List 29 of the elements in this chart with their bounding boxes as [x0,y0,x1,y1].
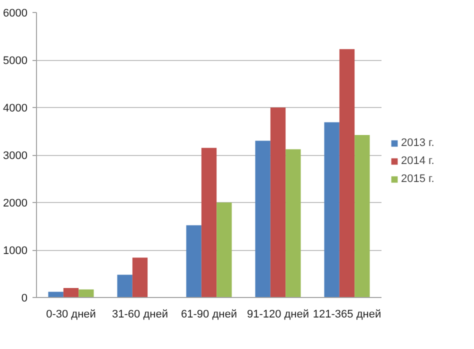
y-tick-label: 0 [21,292,28,304]
bar [48,292,64,298]
bar [216,202,232,298]
bar [117,274,132,298]
x-tick-label: 121-365 дней [312,308,382,320]
bar [286,149,301,298]
y-tick-label: 1000 [3,245,28,257]
bar [270,108,286,298]
bar [255,140,270,298]
y-tick-label: 2000 [3,198,28,210]
legend-label: 2015 г. [401,172,434,184]
x-tick-label: 0-30 дней [46,308,96,320]
bar [339,49,355,298]
y-tick-label: 6000 [3,8,28,20]
bar [324,122,340,298]
bar [201,148,217,298]
y-tick-label: 4000 [3,102,28,114]
bar [78,289,94,298]
legend-label: 2014 г. [401,154,434,166]
x-tick-label: 61-90 дней [181,308,237,320]
legend-label: 2013 г. [401,136,434,148]
x-tick-label: 31-60 дней [112,308,168,320]
bar [132,258,148,298]
bar [354,135,370,298]
y-tick-label: 5000 [3,55,28,67]
bar [63,288,79,298]
y-tick-label: 3000 [3,150,28,162]
x-tick-label: 91-120 дней [246,308,310,320]
bar [186,225,202,298]
